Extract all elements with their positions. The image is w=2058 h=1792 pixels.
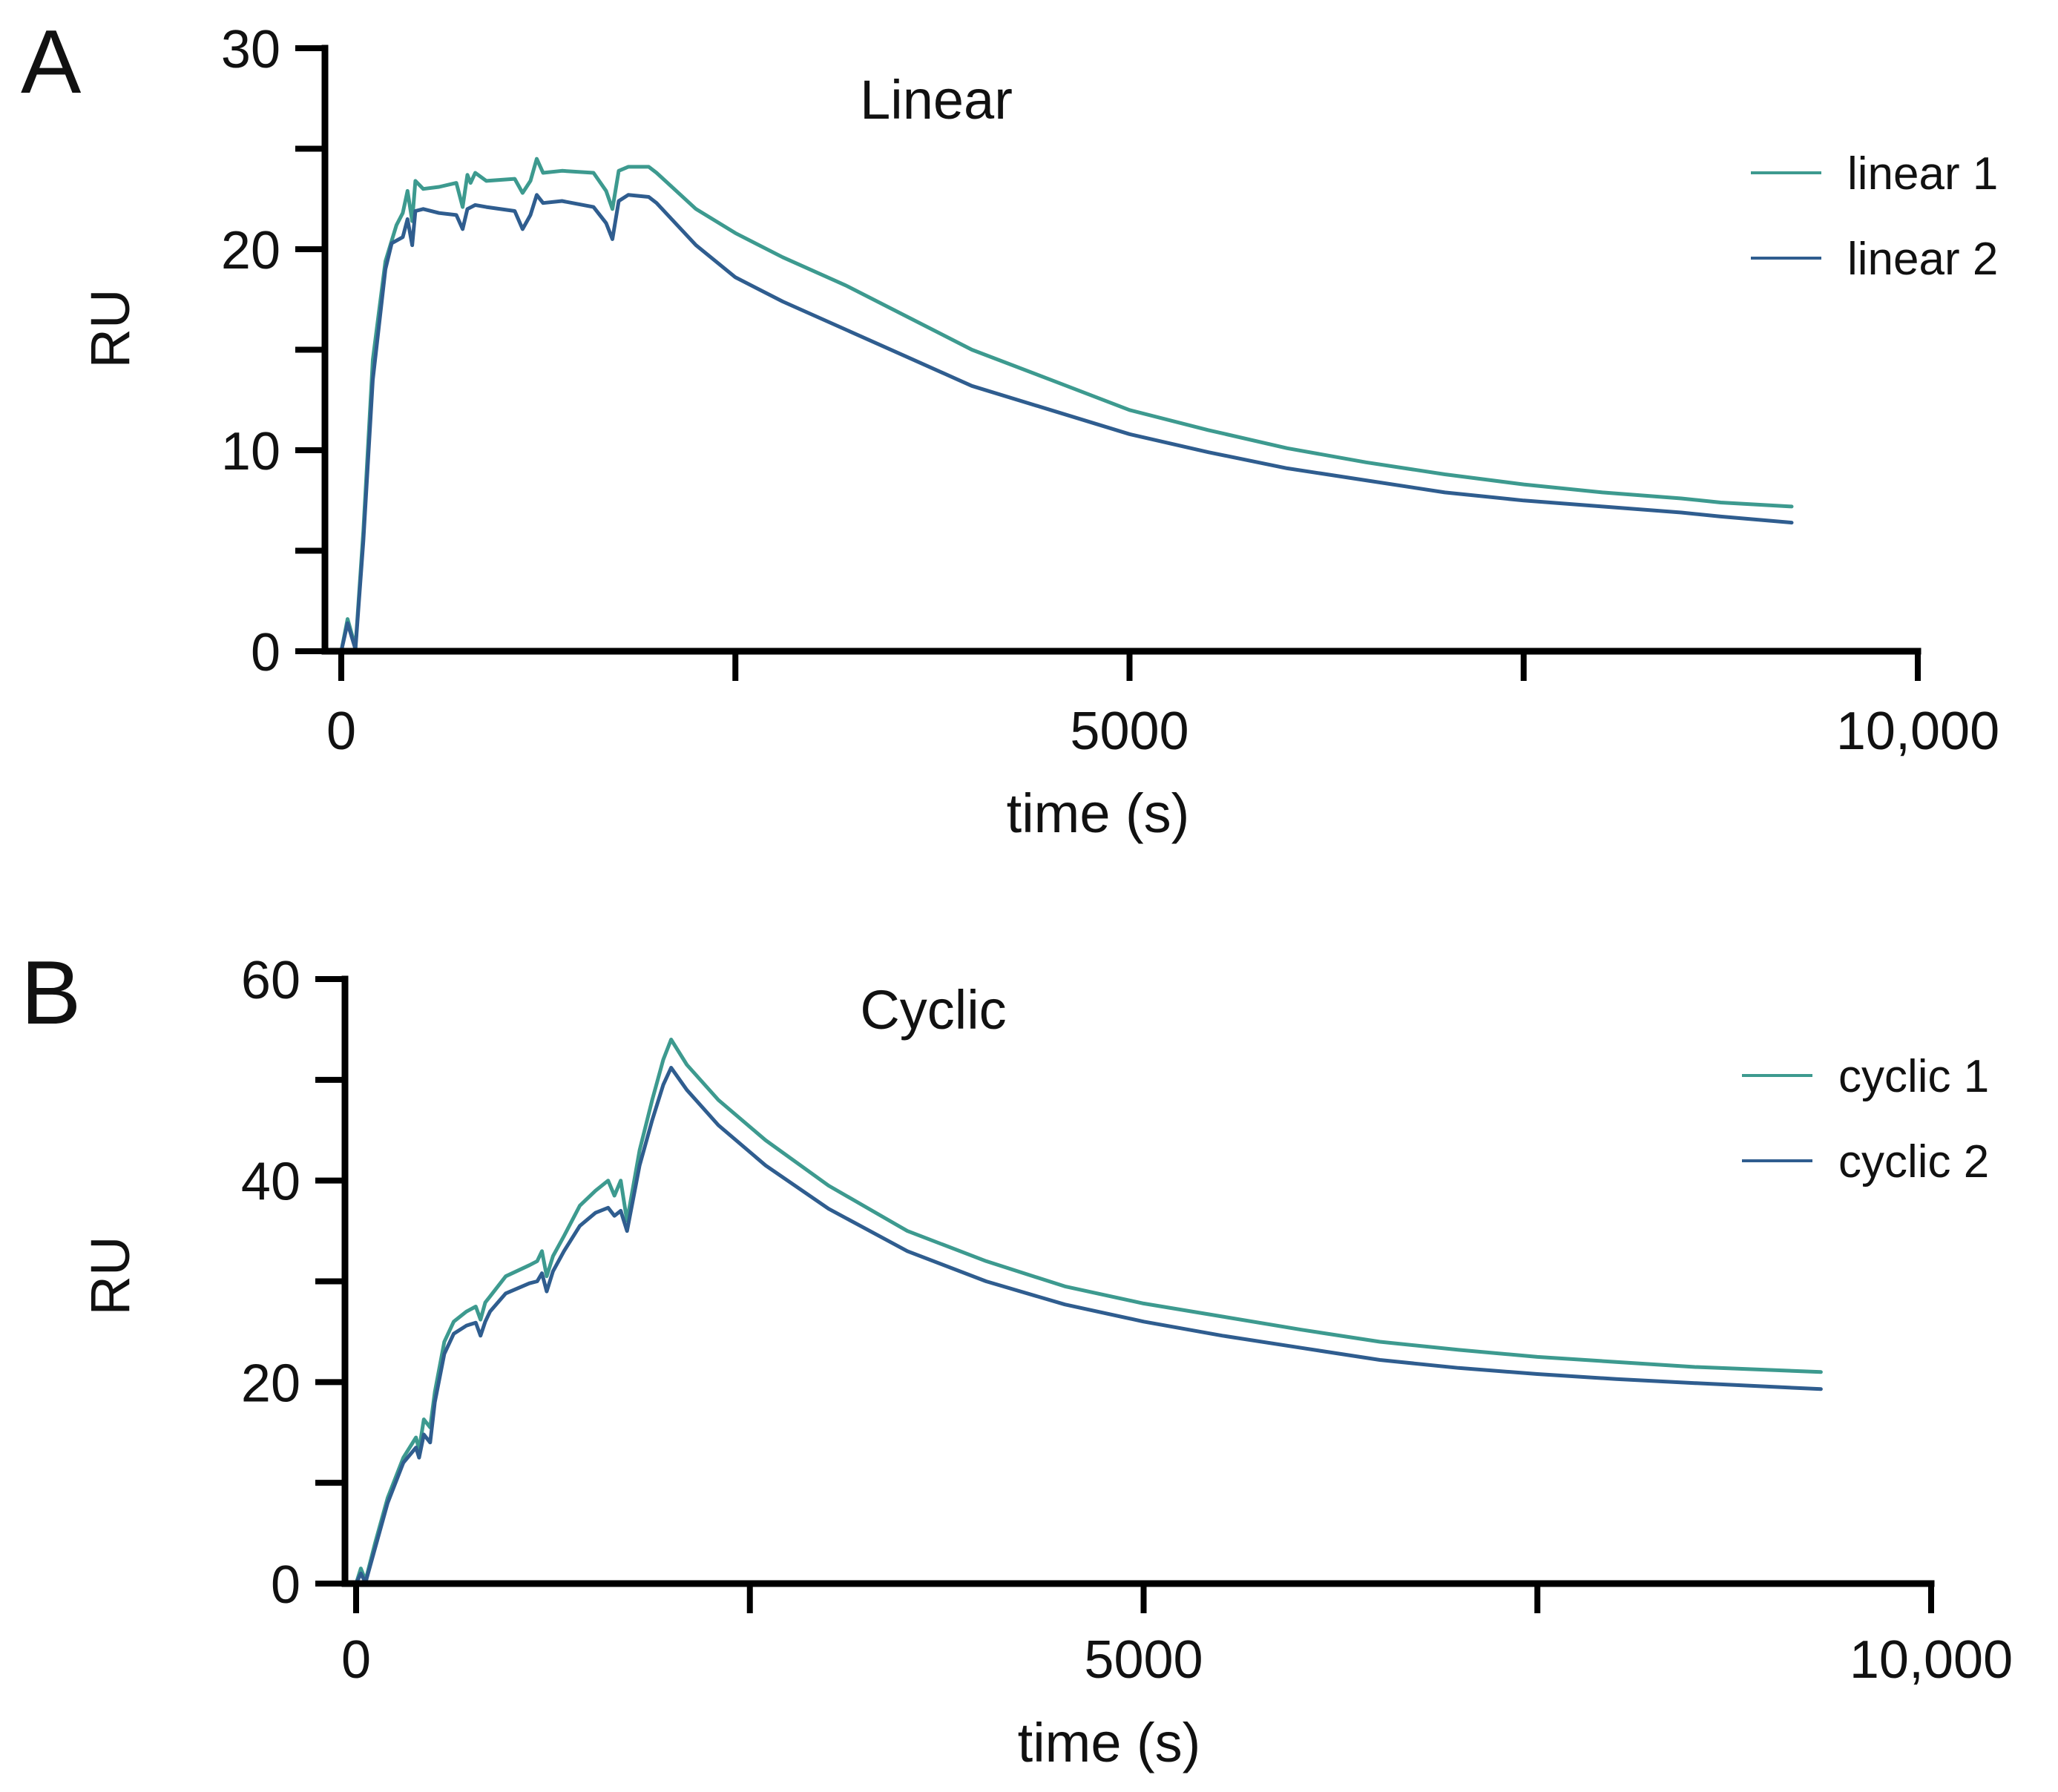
panel-label: A [21,11,82,112]
y-tick-label: 20 [241,1354,300,1413]
y-tick-label: 0 [271,1555,300,1615]
y-ticks: 0 20 40 60 [241,951,345,1615]
series-line-1 [339,157,1794,653]
y-axis-label: RU [79,1236,141,1316]
legend-label: cyclic 2 [1838,1136,1989,1187]
x-tick-label: 5000 [1070,702,1189,761]
x-axis-label: time (s) [1007,783,1190,844]
y-tick-label: 10 [221,422,280,481]
panel-label: B [21,942,81,1043]
series-group [354,1038,1823,1586]
x-tick-label: 5000 [1084,1630,1203,1690]
y-tick-label: 30 [221,20,280,79]
x-tick-label: 0 [326,702,356,761]
legend-label: cyclic 1 [1838,1051,1989,1102]
series-group [339,157,1794,653]
x-axis-label: time (s) [1018,1712,1201,1773]
series-line-1 [354,1038,1823,1586]
y-ticks: 0 10 20 30 [221,20,325,682]
x-tick-label: 0 [341,1630,371,1690]
chart-title: Linear [860,69,1013,131]
y-tick-label: 60 [241,951,300,1010]
legend: cyclic 1 cyclic 2 [1742,1051,1989,1187]
x-tick-label: 10,000 [1836,702,1999,761]
panel-b: B Cyclic RU time (s) 0 20 40 60 0 5000 10,000… [21,942,2013,1773]
x-ticks: 0 5000 10,000 [341,1584,2013,1690]
x-ticks: 0 5000 10,000 [326,651,1999,761]
legend-label: linear 2 [1847,234,1998,285]
legend: linear 1 linear 2 [1751,148,1998,285]
y-tick-label: 40 [241,1153,300,1212]
y-axis-label: RU [79,289,141,369]
y-tick-label: 0 [251,623,280,682]
y-tick-label: 20 [221,221,280,280]
series-line-2 [339,193,1794,653]
legend-label: linear 1 [1847,148,1998,200]
series-line-2 [354,1066,1823,1586]
x-tick-label: 10,000 [1850,1630,2013,1690]
chart-title: Cyclic [860,979,1006,1041]
panel-a: A Linear RU time (s) 0 10 20 30 0 5000 10,000… [21,11,1999,844]
